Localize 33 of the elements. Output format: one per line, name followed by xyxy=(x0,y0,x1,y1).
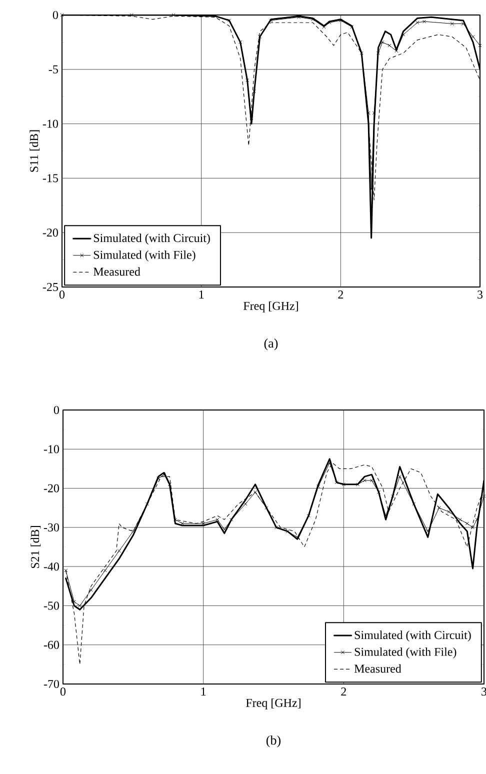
x-tick-label: 2 xyxy=(341,688,346,696)
y-tick-label: 0 xyxy=(52,10,58,20)
y-tick-label: -20 xyxy=(44,484,59,492)
x-tick-label: 2 xyxy=(338,290,343,298)
y-tick-label: -10 xyxy=(44,445,59,454)
y-axis-title: S11 [dB] xyxy=(30,130,40,172)
y-tick-label: -15 xyxy=(42,174,58,182)
y-tick-label: 0 xyxy=(54,406,60,414)
legend-label: Measured xyxy=(94,267,140,276)
y-tick-label: -5 xyxy=(48,65,58,74)
legend-label: Simulated (with File) xyxy=(354,647,456,658)
y-tick-label: -10 xyxy=(42,120,58,128)
y-tick-label: -40 xyxy=(44,562,59,571)
y-tick-label: -20 xyxy=(42,228,58,237)
x-tick-label: 1 xyxy=(201,688,206,696)
y-tick-label: -60 xyxy=(44,640,59,649)
x-tick-label: 3 xyxy=(478,290,483,299)
y-axis-title: S21 [dB] xyxy=(30,526,41,568)
legend-label: Simulated (with File) xyxy=(94,250,196,262)
y-tick-label: -30 xyxy=(44,523,59,532)
x-axis-title: Freq [GHz] xyxy=(244,301,298,312)
x-tick-label: 0 xyxy=(59,290,65,299)
y-tick-label: -70 xyxy=(44,680,59,688)
text: (b) xyxy=(266,736,281,748)
text: (a) xyxy=(264,338,278,350)
legend-label: Measured xyxy=(354,664,402,673)
y-tick-label: -50 xyxy=(44,602,59,610)
legend-label: Simulated (with Circuit) xyxy=(354,630,471,642)
y-tick-label: -25 xyxy=(42,282,58,292)
x-axis-title: Freq [GHz] xyxy=(246,698,300,710)
legend-label: Simulated (with Circuit) xyxy=(94,234,210,245)
x-tick-label: 1 xyxy=(199,290,204,298)
x-tick-label: 0 xyxy=(60,688,66,696)
